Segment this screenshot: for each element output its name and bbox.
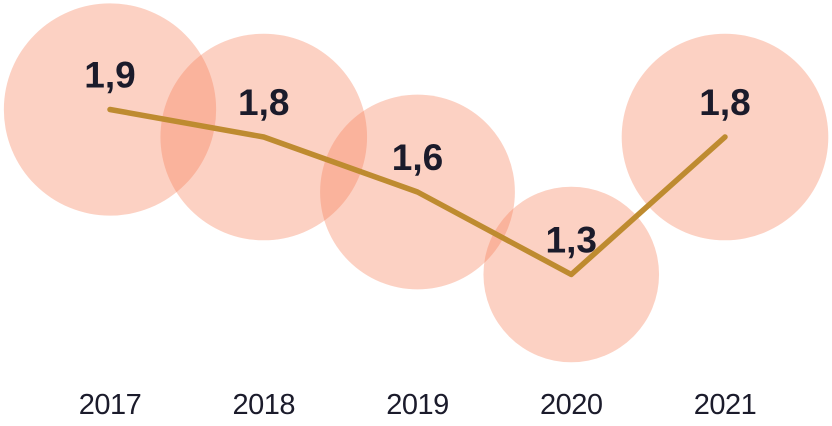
value-label-2018: 1,8 (238, 82, 289, 123)
value-label-2017: 1,9 (84, 55, 135, 96)
value-label-2019: 1,6 (392, 137, 443, 178)
value-label-2021: 1,8 (699, 82, 750, 123)
x-axis-label-2019: 2019 (386, 389, 449, 421)
x-axis-label-2020: 2020 (540, 389, 603, 421)
value-label-2020: 1,3 (546, 220, 597, 261)
x-axis-label-2021: 2021 (694, 389, 757, 421)
trend-line (107, 106, 728, 278)
x-axis-label-2018: 2018 (232, 389, 295, 421)
x-axis-label-2017: 2017 (79, 389, 142, 421)
